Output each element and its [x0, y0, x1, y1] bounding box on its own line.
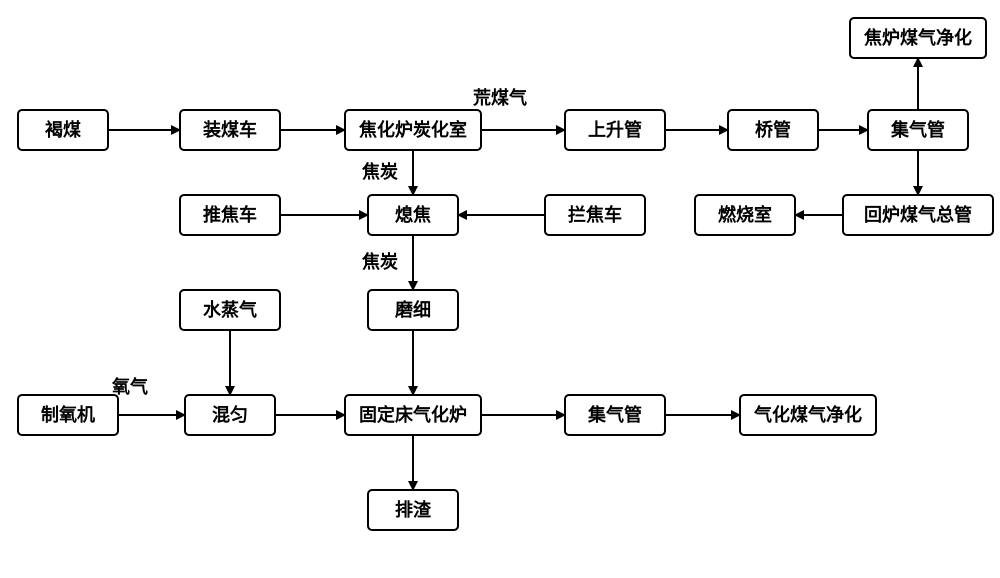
node-n17: 固定床气化炉 — [345, 395, 481, 435]
node-label-n11: 燃烧室 — [718, 204, 772, 225]
edge-label-n04-n09: 焦炭 — [361, 161, 398, 182]
node-n05: 上升管 — [565, 110, 665, 150]
node-n14: 磨细 — [368, 290, 458, 330]
node-label-n13: 水蒸气 — [203, 299, 257, 320]
node-n03: 装煤车 — [180, 110, 280, 150]
node-label-n05: 上升管 — [588, 119, 642, 140]
node-label-n16: 混匀 — [212, 404, 248, 425]
node-n16: 混匀 — [185, 395, 275, 435]
flowchart-canvas: 荒煤气焦炭焦炭氧气焦炉煤气净化褐煤装煤车焦化炉炭化室上升管桥管集气管推焦车熄焦拦… — [0, 0, 1000, 578]
node-n15: 制氧机 — [18, 395, 118, 435]
node-label-n20: 排渣 — [395, 499, 432, 520]
node-n01: 焦炉煤气净化 — [850, 18, 986, 58]
node-label-n18: 集气管 — [587, 404, 642, 425]
node-n07: 集气管 — [868, 110, 968, 150]
node-n02: 褐煤 — [18, 110, 108, 150]
node-label-n03: 装煤车 — [203, 119, 257, 140]
node-n04: 焦化炉炭化室 — [345, 110, 481, 150]
node-label-n19: 气化煤气净化 — [753, 404, 862, 425]
node-label-n01: 焦炉煤气净化 — [863, 27, 972, 48]
node-label-n10: 拦焦车 — [568, 204, 622, 225]
node-label-n08: 推焦车 — [203, 204, 257, 225]
node-n11: 燃烧室 — [695, 195, 795, 235]
node-n12: 回炉煤气总管 — [843, 195, 993, 235]
node-label-n02: 褐煤 — [44, 119, 81, 140]
node-n19: 气化煤气净化 — [740, 395, 876, 435]
node-label-n15: 制氧机 — [41, 404, 95, 425]
node-n20: 排渣 — [368, 490, 458, 530]
node-label-n06: 桥管 — [755, 119, 791, 140]
node-n18: 集气管 — [565, 395, 665, 435]
node-label-n09: 熄焦 — [395, 204, 431, 225]
node-n08: 推焦车 — [180, 195, 280, 235]
node-label-n12: 回炉煤气总管 — [864, 204, 972, 225]
node-label-n04: 焦化炉炭化室 — [358, 119, 467, 140]
node-n13: 水蒸气 — [180, 290, 280, 330]
node-n10: 拦焦车 — [545, 195, 645, 235]
node-label-n17: 固定床气化炉 — [359, 404, 467, 425]
edge-label-n04-n05: 荒煤气 — [472, 87, 527, 108]
node-label-n07: 集气管 — [890, 119, 945, 140]
edge-label-n09-n14: 焦炭 — [361, 251, 398, 272]
edge-label-n15-n16: 氧气 — [111, 376, 148, 397]
node-n09: 熄焦 — [368, 195, 458, 235]
node-label-n14: 磨细 — [395, 299, 431, 320]
node-n06: 桥管 — [728, 110, 818, 150]
